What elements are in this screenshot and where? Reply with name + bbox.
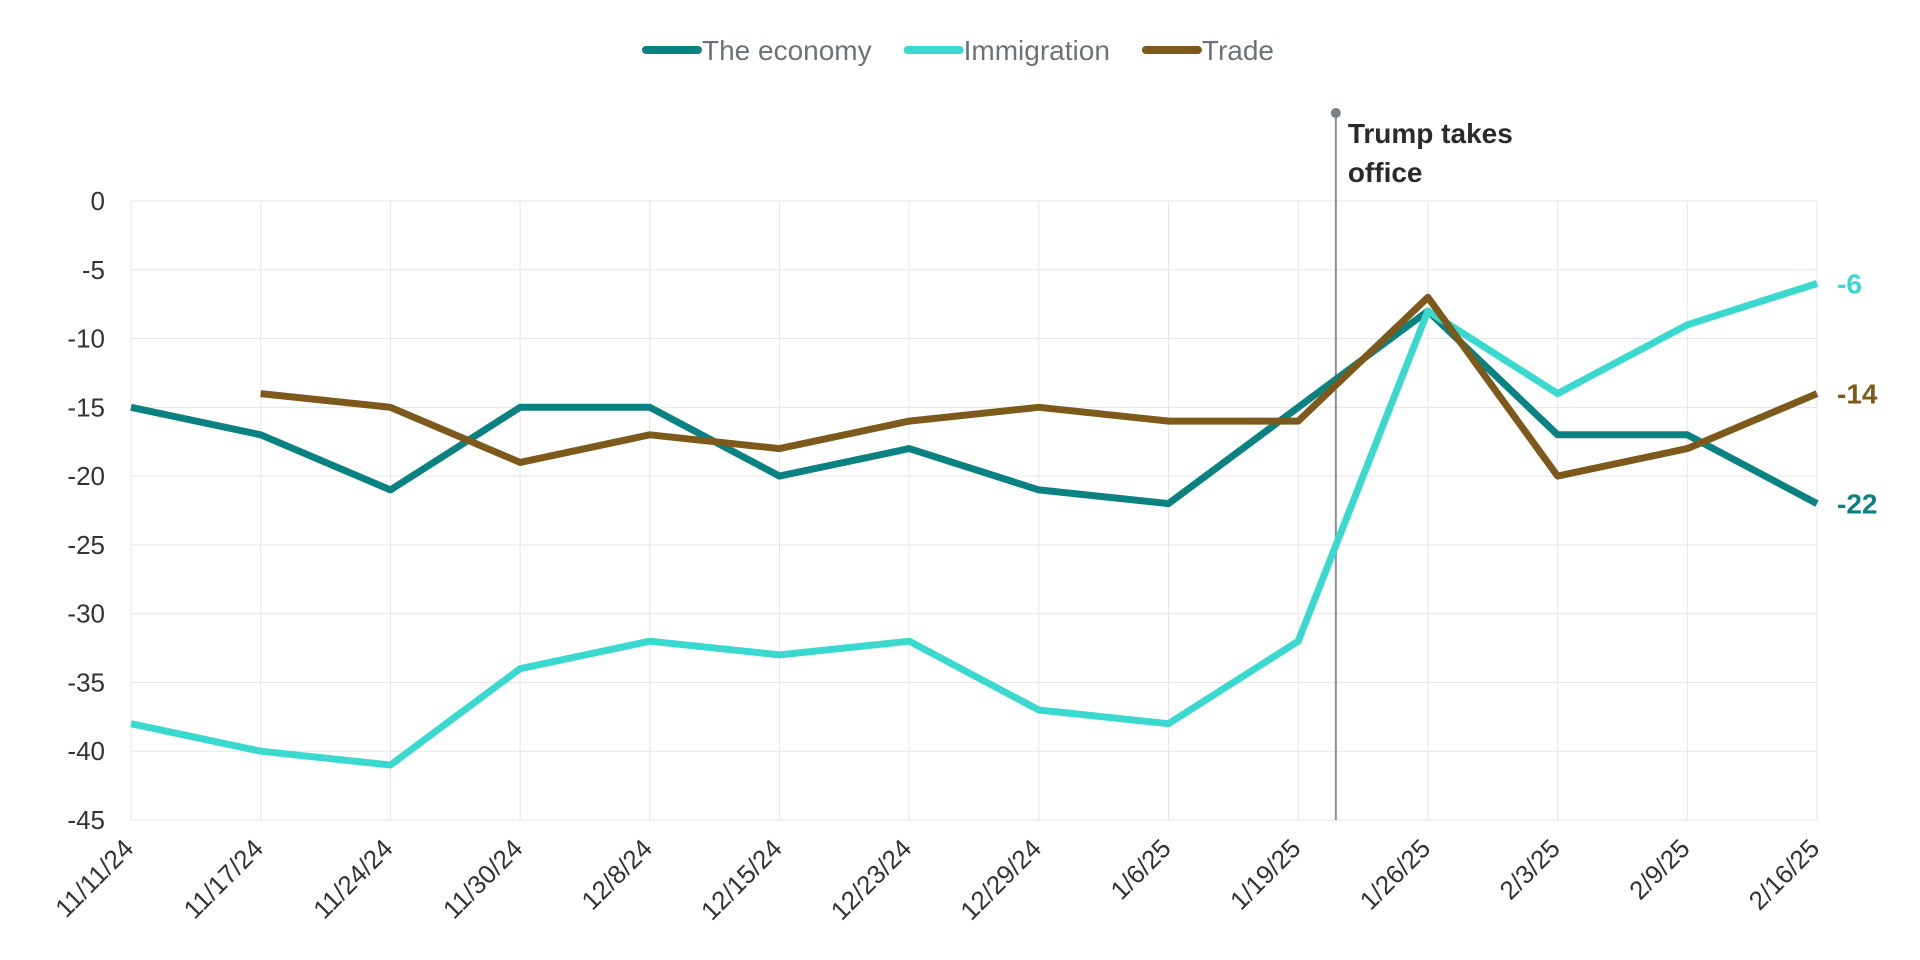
annotation-trump-takes-office: Trump takes office xyxy=(1330,108,1513,820)
annotation-dot xyxy=(1330,108,1341,118)
y-tick-label: -35 xyxy=(67,667,105,697)
y-tick-label: -45 xyxy=(67,805,105,835)
x-tick-label: 11/17/24 xyxy=(178,833,269,924)
x-tick-label: 11/30/24 xyxy=(437,833,528,924)
x-axis: 11/11/24 11/17/24 11/24/24 11/30/24 12/8/24 1… xyxy=(49,833,1825,926)
legend: The economy Immigration Trade xyxy=(641,35,1274,66)
x-tick-label: 1/26/25 xyxy=(1354,833,1437,916)
end-labels: -22 -6 -14 xyxy=(1837,269,1878,520)
end-label-immigration: -6 xyxy=(1837,269,1862,300)
y-tick-label: -20 xyxy=(67,461,105,491)
x-tick-label: 2/3/25 xyxy=(1494,833,1566,905)
y-tick-label: -15 xyxy=(67,392,105,422)
series-line-trade xyxy=(260,293,1819,480)
end-label-the-economy: -22 xyxy=(1837,489,1877,520)
x-tick-label: 1/6/25 xyxy=(1104,833,1176,905)
y-tick-label: -40 xyxy=(67,736,105,766)
legend-item-the-economy: The economy xyxy=(641,35,872,66)
x-tick-label: 12/29/24 xyxy=(954,833,1047,926)
x-tick-label: 1/19/25 xyxy=(1224,833,1307,916)
x-tick-label: 11/11/24 xyxy=(49,833,139,923)
y-tick-label: -30 xyxy=(67,599,105,629)
legend-item-immigration: Immigration xyxy=(903,35,1110,66)
y-tick-label: -10 xyxy=(67,324,105,354)
series-line-immigration xyxy=(130,280,1819,769)
y-axis: 0 -5 -10 -15 -20 -25 -30 -35 -40 -45 xyxy=(67,186,105,835)
annotation-text: Trump takes xyxy=(1348,118,1513,149)
x-tick-label: 12/15/24 xyxy=(695,833,788,926)
legend-label: Immigration xyxy=(964,35,1110,66)
series-lines xyxy=(130,280,1819,769)
legend-item-trade: Trade xyxy=(1141,35,1274,66)
y-tick-label: 0 xyxy=(91,186,105,216)
x-tick-label: 12/23/24 xyxy=(825,833,918,926)
y-tick-label: -25 xyxy=(67,530,105,560)
x-tick-label: 2/9/25 xyxy=(1623,833,1695,905)
series-line-the-economy xyxy=(130,307,1819,508)
legend-label: Trade xyxy=(1202,35,1274,66)
end-label-trade: -14 xyxy=(1837,379,1878,410)
x-tick-label: 11/24/24 xyxy=(307,833,398,924)
grid-lines xyxy=(130,200,1818,821)
x-tick-label: 2/16/25 xyxy=(1743,833,1826,916)
legend-label: The economy xyxy=(702,35,872,66)
y-tick-label: -5 xyxy=(82,255,105,285)
x-tick-label: 12/8/24 xyxy=(575,833,658,916)
annotation-text: office xyxy=(1348,157,1423,188)
